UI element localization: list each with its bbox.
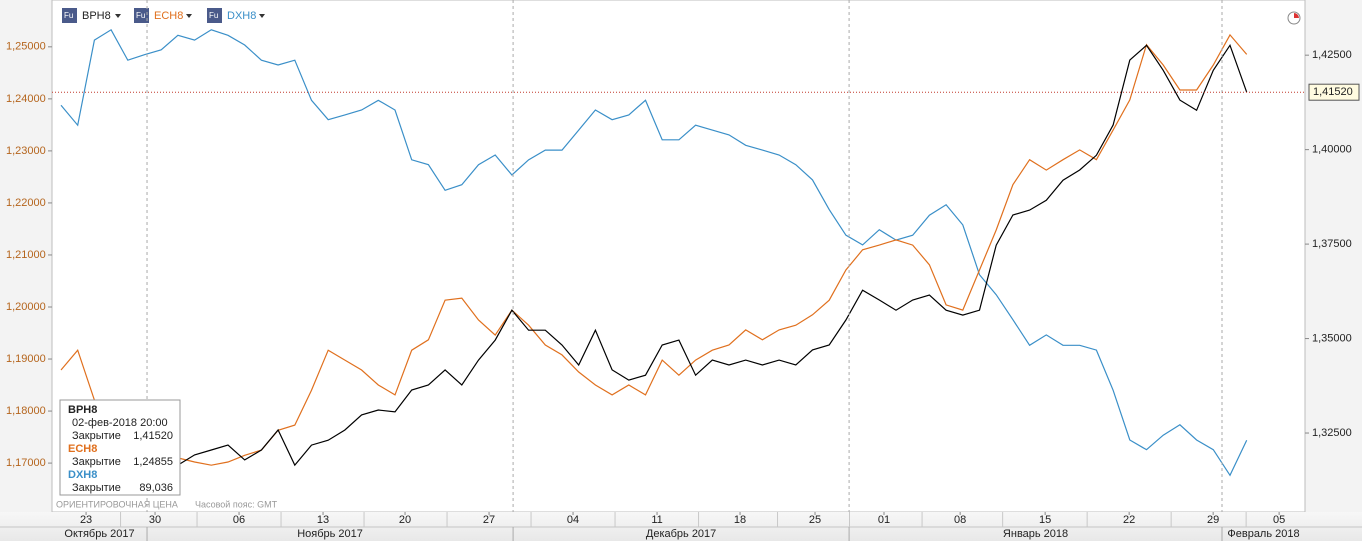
clock-hand	[1294, 13, 1299, 18]
x-tick-label: 01	[878, 514, 890, 526]
y-tick-label: 1,24000	[6, 93, 46, 105]
x-tick-label: 05	[1273, 514, 1285, 526]
y2-tick-label: 1,35000	[1312, 332, 1352, 344]
tooltip-field: Закрытие	[72, 430, 121, 442]
tooltip-series: BPH8	[68, 404, 97, 416]
x-tick-label: 22	[1123, 514, 1135, 526]
legend-entry[interactable]: BPH8	[82, 10, 111, 22]
dropdown-arrow[interactable]	[115, 14, 121, 18]
y-tick-label: 1,18000	[6, 405, 46, 417]
tooltip-value: 89,036	[139, 482, 173, 494]
last-price-label: 1,41520	[1313, 86, 1353, 98]
y-tick-label: 1,23000	[6, 145, 46, 157]
series-line	[60, 43, 1248, 471]
y2-tick-label: 1,32500	[1312, 427, 1352, 439]
month-label: Январь 2018	[1003, 528, 1068, 540]
tooltip-series: ECH8	[68, 443, 97, 455]
legend-icon-text: Fu	[209, 11, 218, 20]
plot-area	[51, 0, 1306, 513]
y-tick-label: 1,21000	[6, 249, 46, 261]
last-price-box	[1308, 83, 1360, 101]
x-tick-label: 08	[954, 514, 966, 526]
dropdown-arrow[interactable]	[186, 14, 192, 18]
x-tick-label: 04	[567, 514, 579, 526]
legend-entry[interactable]: ECH8	[154, 10, 183, 22]
timezone: Часовой пояс: GMT	[195, 499, 278, 509]
legend-icon[interactable]	[207, 8, 222, 23]
legend-icon[interactable]	[134, 8, 149, 23]
x-tick-label: 27	[483, 514, 495, 526]
legend-icon-text: Fu	[136, 11, 145, 20]
month-label: Ноябрь 2017	[297, 528, 363, 540]
legend-icon[interactable]	[62, 8, 77, 23]
x-tick-label: 15	[1039, 514, 1051, 526]
legend: Fu BPH8 Fu ECH8 Fu DXH8	[62, 8, 265, 23]
y-tick-label: 1,20000	[6, 301, 46, 313]
x-tick-label: 20	[399, 514, 411, 526]
y2-tick-label: 1,42500	[1312, 49, 1352, 61]
x-tick-label: 29	[1207, 514, 1219, 526]
y-tick-label: 1,17000	[6, 457, 46, 469]
tooltip-date: 02-фев-2018 20:00	[72, 417, 168, 429]
tooltip-field: Закрытие	[72, 456, 121, 468]
x-tick-label: 23	[80, 514, 92, 526]
tooltip: BPH8 02-фев-2018 20:00 Закрытие 1,41520 …	[59, 399, 181, 496]
y-tick-label: 1,19000	[6, 353, 46, 365]
legend-entry[interactable]: DXH8	[227, 10, 256, 22]
tooltip-value: 1,41520	[133, 430, 173, 442]
month-label: Февраль 2018	[1227, 528, 1299, 540]
tooltip-field: Закрытие	[72, 482, 121, 494]
tooltip-series: DXH8	[68, 469, 97, 481]
y-tick-label: 1,22000	[6, 197, 46, 209]
x-tick-label: 18	[734, 514, 746, 526]
x-tick-label: 25	[809, 514, 821, 526]
clock-icon[interactable]	[1287, 11, 1301, 25]
y2-tick-label: 1,37500	[1312, 238, 1352, 250]
series-line	[60, 28, 1248, 477]
tooltip-box	[59, 399, 181, 496]
month-label: Декабрь 2017	[646, 528, 716, 540]
x-tick-label: 30	[149, 514, 161, 526]
series-layer	[60, 28, 1248, 477]
x-tick-label: 06	[233, 514, 245, 526]
tooltip-value: 1,24855	[133, 456, 173, 468]
x-tick-label: 11	[651, 514, 662, 526]
y2-tick-label: 1,40000	[1312, 144, 1352, 156]
price-note: ОРИЕНТИРОВОЧНАЯ ЦЕНА	[56, 499, 178, 509]
month-label: Октябрь 2017	[64, 528, 134, 540]
y-tick-label: 1,25000	[6, 41, 46, 53]
dropdown-arrow[interactable]	[259, 14, 265, 18]
legend-icon-text: Fu	[64, 11, 73, 20]
x-tick-label: 13	[317, 514, 329, 526]
